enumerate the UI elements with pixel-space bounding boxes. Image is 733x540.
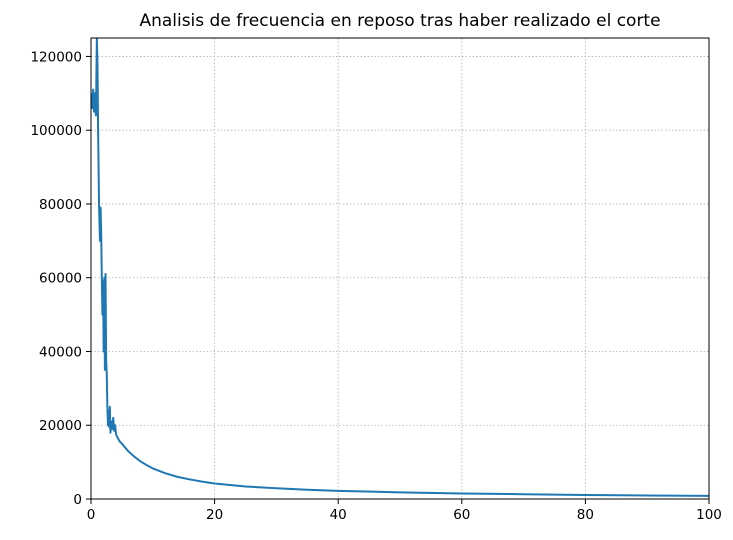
- series-line: [91, 38, 709, 497]
- x-tick-label: 60: [453, 507, 470, 523]
- chart-title: Analisis de frecuencia en reposo tras ha…: [139, 11, 660, 31]
- y-tick-label: 0: [73, 492, 82, 508]
- x-tick-label: 100: [696, 507, 722, 523]
- grid: [90, 38, 710, 500]
- y-tick-label: 60000: [39, 271, 82, 287]
- x-tick-label: 80: [577, 507, 594, 523]
- x-axis: 0 20 40 60 80 100: [87, 499, 722, 523]
- y-tick-label: 100000: [30, 123, 82, 139]
- axes-frame: [90, 37, 710, 500]
- y-tick-label: 80000: [39, 197, 82, 213]
- y-axis: 0 20000 40000 60000 80000 100000 120000: [30, 49, 91, 508]
- plot-area: [91, 38, 709, 497]
- x-tick-label: 20: [206, 507, 223, 523]
- y-tick-label: 40000: [39, 344, 82, 360]
- y-tick-label: 20000: [39, 418, 82, 434]
- x-tick-label: 40: [330, 507, 347, 523]
- x-tick-label: 0: [87, 507, 96, 523]
- y-tick-label: 120000: [30, 49, 82, 65]
